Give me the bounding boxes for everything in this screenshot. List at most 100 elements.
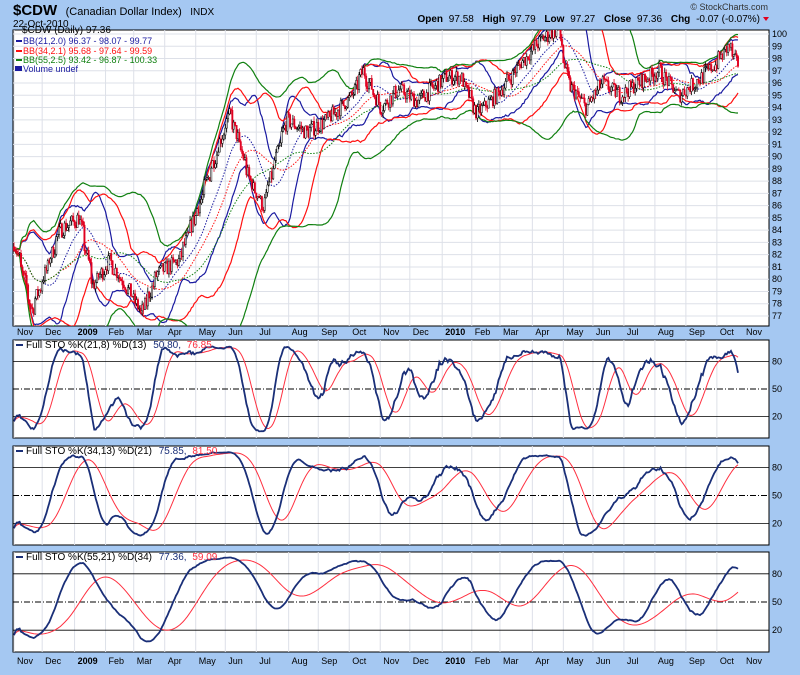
x-tick-label: Nov [17, 656, 34, 666]
candle-body [656, 72, 659, 79]
candle-body [610, 86, 613, 92]
candle-body [735, 53, 738, 57]
sto1-d-value: 76.85 [187, 340, 212, 351]
candle-body [697, 79, 700, 83]
candle-body [266, 184, 269, 193]
candle-body [25, 275, 28, 286]
x-tick-label: Dec [45, 327, 62, 337]
x-tick-label: Apr [535, 327, 549, 337]
sto2-legend: Full STO %K(34,13) %D(21) 75.85, 81.50 [16, 446, 218, 457]
candle-body [410, 93, 413, 100]
x-tick-label: Mar [137, 656, 153, 666]
candle-body [628, 80, 631, 97]
candle-body [527, 56, 530, 60]
sto3-k-value: 77.36, [159, 552, 187, 563]
candle-body [204, 179, 207, 181]
x-tick-label: 2010 [445, 327, 465, 337]
candle-body [89, 259, 92, 263]
y-tick-label: 92 [772, 127, 782, 137]
low-label: Low [544, 14, 564, 25]
x-tick-label: Feb [475, 656, 491, 666]
candle-body [260, 196, 263, 211]
sto3-panel: 20 50 80 [12, 551, 782, 653]
candle-body [420, 92, 423, 96]
sto3-k-line [13, 556, 739, 643]
x-tick-label: Jun [596, 327, 611, 337]
y-tick-label: 97 [772, 66, 782, 76]
candle-body [345, 106, 348, 109]
candle-body [238, 132, 241, 142]
candle-body [446, 79, 449, 82]
candle-body [635, 77, 638, 89]
candle-body [603, 76, 606, 80]
x-tick-label: Feb [109, 656, 125, 666]
candle-body [703, 67, 706, 84]
candle-body [503, 87, 506, 95]
candle-body [570, 84, 573, 92]
sto2-d-line [13, 452, 739, 531]
candle-body [559, 30, 562, 40]
x-tick-label: Jul [627, 656, 639, 666]
candle-body [642, 74, 645, 89]
candle-body [379, 102, 382, 114]
x-tick-label: May [566, 656, 584, 666]
candle-body [422, 90, 425, 98]
candle-body [611, 82, 614, 88]
y-tick-label: 82 [772, 250, 782, 260]
watermark: © StockCharts.com [690, 2, 768, 12]
x-tick-label: Oct [352, 327, 367, 337]
candle-body [665, 71, 668, 78]
candle-body [217, 151, 220, 156]
candle-body [314, 130, 317, 136]
candle-body [159, 265, 162, 268]
y-tick-label: 20 [772, 412, 782, 422]
y-tick-label: 98 [772, 54, 782, 64]
candle-body [228, 108, 231, 115]
chart-date: 22-Oct-2010 [13, 19, 69, 30]
sto2-k-line [13, 451, 739, 537]
down-arrow-icon [763, 17, 769, 21]
candle-body [82, 221, 84, 226]
candle-body [670, 77, 673, 85]
candle-body [201, 194, 204, 200]
y-tick-label: 83 [772, 237, 782, 247]
candle-body [579, 96, 582, 99]
candle-body [668, 76, 670, 86]
candle-body [98, 274, 101, 278]
legend-bb3: BB(55,2.5) 93.42 - 96.87 - 100.33 [23, 55, 157, 65]
candle-body [683, 89, 686, 96]
candle-body [265, 192, 268, 199]
candle-body [583, 97, 586, 104]
y-tick-label: 88 [772, 176, 782, 186]
candle-body [649, 67, 652, 82]
x-tick-label: Aug [658, 327, 674, 337]
candle-body [600, 83, 603, 89]
chg-label: Chg [671, 14, 690, 25]
candle-body [451, 70, 454, 85]
sto2-legend-text: Full STO %K(34,13) %D(21) 75.85, 81.50 [26, 446, 218, 457]
x-tick-label: 2009 [78, 656, 98, 666]
candle-body [163, 262, 166, 272]
candle-body [29, 304, 32, 308]
x-tick-label: Jul [259, 656, 271, 666]
candle-body [507, 74, 510, 80]
price-plot-area [12, 29, 770, 327]
candle-body [279, 142, 282, 147]
candle-body [606, 79, 608, 81]
candle-body [28, 299, 31, 305]
candle-body [156, 271, 159, 277]
index-name: (Canadian Dollar Index) [66, 6, 182, 18]
candle-body [604, 78, 607, 81]
x-tick-label: Jun [228, 327, 243, 337]
candle-body [296, 128, 299, 130]
candle-body [607, 80, 610, 90]
x-tick-label: Aug [292, 327, 308, 337]
y-tick-label: 87 [772, 188, 782, 198]
candle-body [462, 73, 465, 87]
candle-body [290, 123, 293, 128]
candle-body [289, 114, 292, 128]
candle-body [644, 74, 646, 80]
candle-body [691, 78, 694, 91]
candle-body [22, 270, 25, 274]
candle-body [235, 125, 238, 140]
